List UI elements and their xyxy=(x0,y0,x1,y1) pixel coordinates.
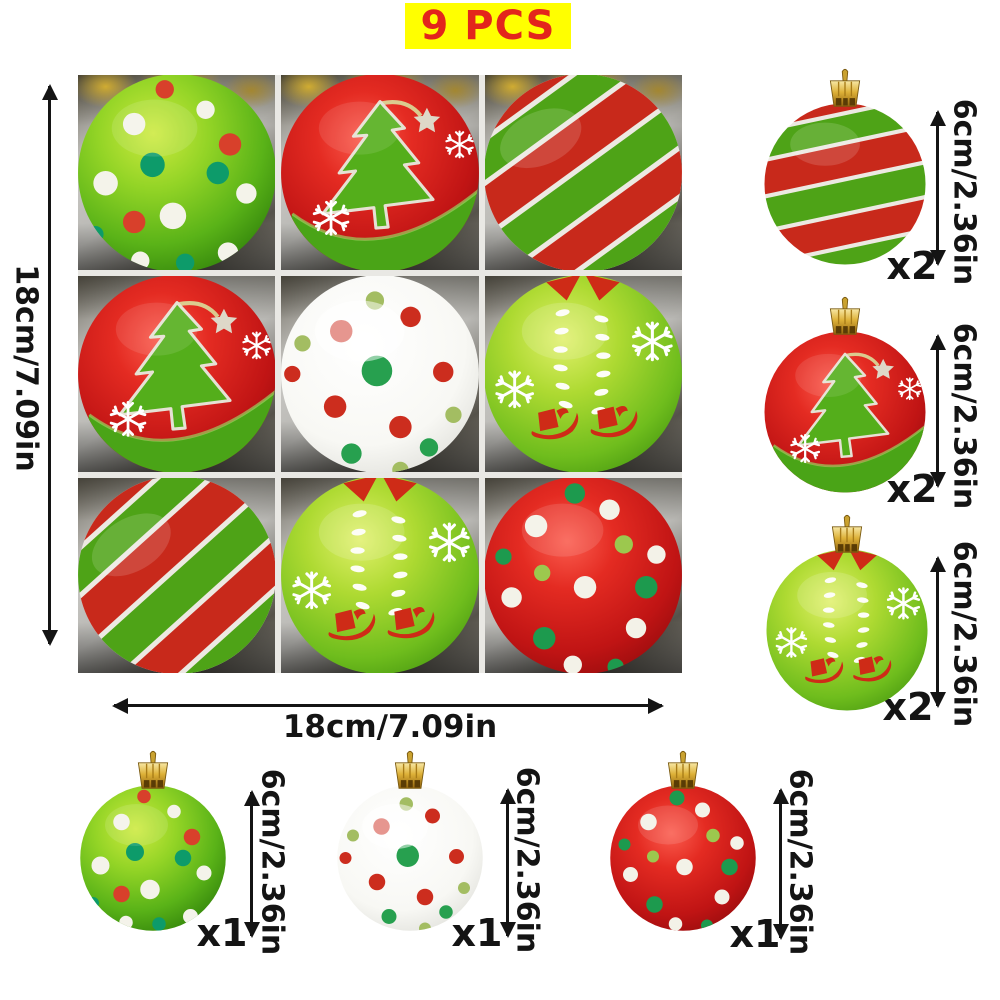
size-arrow xyxy=(250,792,253,936)
box-compartment xyxy=(281,477,479,673)
size-label: 6cm/2.36in xyxy=(509,766,545,954)
ornament-ball-striped xyxy=(762,101,928,267)
size-label: 6cm/2.36in xyxy=(782,768,818,956)
gold-cap-icon xyxy=(660,750,706,792)
callout-white-dots-ball xyxy=(335,750,485,933)
size-arrow xyxy=(936,112,939,264)
piece-count-badge: 9 PCS xyxy=(405,3,571,49)
height-dimension-label: 18cm/7.09in xyxy=(8,264,44,472)
size-label: 6cm/2.36in xyxy=(946,98,982,286)
ornament-ball-green-sleigh xyxy=(281,478,478,673)
callout-green-sleigh-ball xyxy=(764,514,930,713)
product-photo xyxy=(78,75,682,673)
quantity-label: x1 xyxy=(729,912,781,956)
size-arrow xyxy=(779,790,782,938)
gold-cap-icon xyxy=(130,750,176,792)
ornament-ball-striped xyxy=(78,478,275,673)
gold-cap-icon xyxy=(824,514,870,556)
ornament-ball-striped xyxy=(485,75,682,270)
ornament-ball-red-tree xyxy=(762,329,928,495)
width-dimension-arrow xyxy=(114,704,662,707)
callout-red-dots-ball xyxy=(608,750,758,933)
box-compartment xyxy=(281,75,479,271)
box-compartment xyxy=(281,276,479,472)
ornament-ball-green-dots xyxy=(78,75,275,270)
height-dimension-arrow xyxy=(48,86,51,644)
ornament-ball-green-sleigh xyxy=(764,547,930,713)
box-compartment xyxy=(484,276,682,472)
ornament-ball-green-dots xyxy=(78,783,228,933)
callout-red-tree-ball xyxy=(762,296,928,495)
box-compartment xyxy=(78,477,276,673)
ornament-ball-white-dots xyxy=(281,276,478,471)
gold-cap-icon xyxy=(387,750,433,792)
gold-cap-icon xyxy=(822,296,868,338)
box-compartment xyxy=(78,75,276,271)
box-compartment xyxy=(484,477,682,673)
ornament-ball-red-tree xyxy=(281,75,478,270)
quantity-label: x1 xyxy=(451,911,503,955)
callout-green-dots-ball xyxy=(78,750,228,933)
size-label: 6cm/2.36in xyxy=(254,768,290,956)
box-compartment xyxy=(484,75,682,271)
size-arrow xyxy=(506,790,509,936)
size-label: 6cm/2.36in xyxy=(946,322,982,510)
quantity-label: x1 xyxy=(196,911,248,955)
ornament-ball-red-dots xyxy=(485,478,682,673)
size-arrow xyxy=(936,558,939,706)
callout-striped-ball xyxy=(762,68,928,267)
gold-cap-icon xyxy=(822,68,868,110)
size-label: 6cm/2.36in xyxy=(946,540,982,728)
width-dimension-label: 18cm/7.09in xyxy=(282,709,498,745)
quantity-label: x2 xyxy=(886,244,938,288)
ornament-ball-green-sleigh xyxy=(485,276,682,471)
size-arrow xyxy=(936,336,939,486)
ornament-ball-white-dots xyxy=(335,783,485,933)
ornament-ball-red-dots xyxy=(608,783,758,933)
box-compartment xyxy=(78,276,276,472)
ornament-ball-red-tree xyxy=(78,276,275,471)
